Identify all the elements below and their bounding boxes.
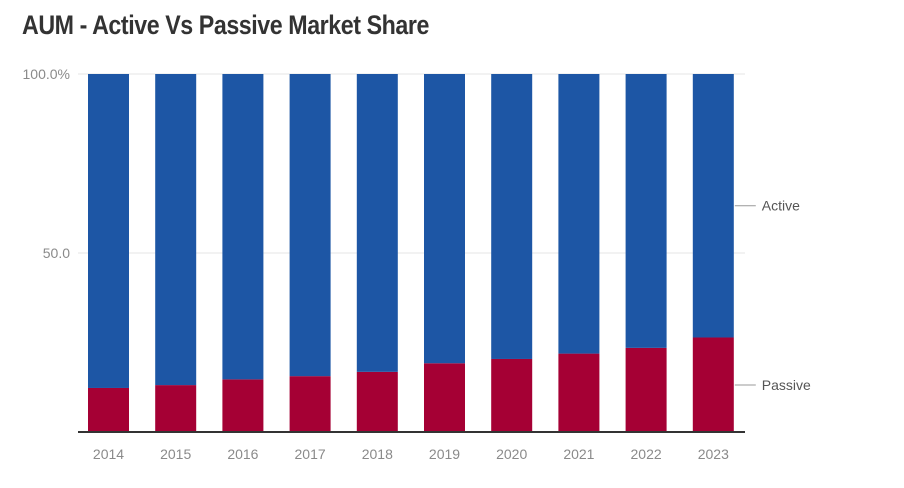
bar-active-2023 bbox=[692, 74, 734, 338]
bar-active-2017 bbox=[289, 74, 331, 377]
legend-label-active: Active bbox=[762, 198, 800, 214]
bar-active-2019 bbox=[424, 74, 465, 364]
bar-passive-2020 bbox=[491, 358, 533, 432]
x-tick-label: 2021 bbox=[563, 446, 594, 462]
bar-passive-2018 bbox=[356, 371, 398, 432]
bar-active-2022 bbox=[625, 74, 667, 348]
bar-active-2021 bbox=[558, 74, 600, 354]
y-tick-label: 100.0% bbox=[23, 66, 70, 82]
bar-passive-2015 bbox=[155, 385, 197, 432]
legend: Passive Active bbox=[734, 198, 811, 393]
bar-passive-2021 bbox=[558, 353, 600, 432]
bar-active-2020 bbox=[491, 74, 533, 359]
x-tick-label: 2015 bbox=[160, 446, 191, 462]
x-tick-label: 2014 bbox=[93, 446, 124, 462]
y-tick-label: 50.0 bbox=[43, 245, 70, 261]
bar-active-2015 bbox=[155, 74, 197, 386]
x-tick-label: 2016 bbox=[227, 446, 258, 462]
axes: 50.0 100.0% 2014 2015 2016 2017 2018 2019 2020 20… bbox=[23, 66, 745, 462]
x-tick-label: 2017 bbox=[295, 446, 326, 462]
bar-active-2018 bbox=[356, 74, 398, 372]
bar-passive-2016 bbox=[222, 379, 264, 432]
bar-passive-2019 bbox=[424, 363, 465, 432]
bars bbox=[88, 74, 734, 432]
x-tick-label: 2023 bbox=[698, 446, 729, 462]
x-tick-label: 2022 bbox=[631, 446, 662, 462]
x-tick-label: 2019 bbox=[429, 446, 460, 462]
legend-label-passive: Passive bbox=[762, 377, 811, 393]
bar-passive-2023 bbox=[692, 337, 734, 432]
x-tick-label: 2018 bbox=[362, 446, 393, 462]
bar-active-2016 bbox=[222, 74, 264, 380]
bar-passive-2014 bbox=[88, 387, 129, 432]
bar-passive-2022 bbox=[625, 347, 667, 432]
bar-passive-2017 bbox=[289, 376, 331, 432]
x-tick-label: 2020 bbox=[496, 446, 527, 462]
chart-title: AUM - Active Vs Passive Market Share bbox=[22, 10, 429, 40]
bar-active-2014 bbox=[88, 74, 129, 388]
